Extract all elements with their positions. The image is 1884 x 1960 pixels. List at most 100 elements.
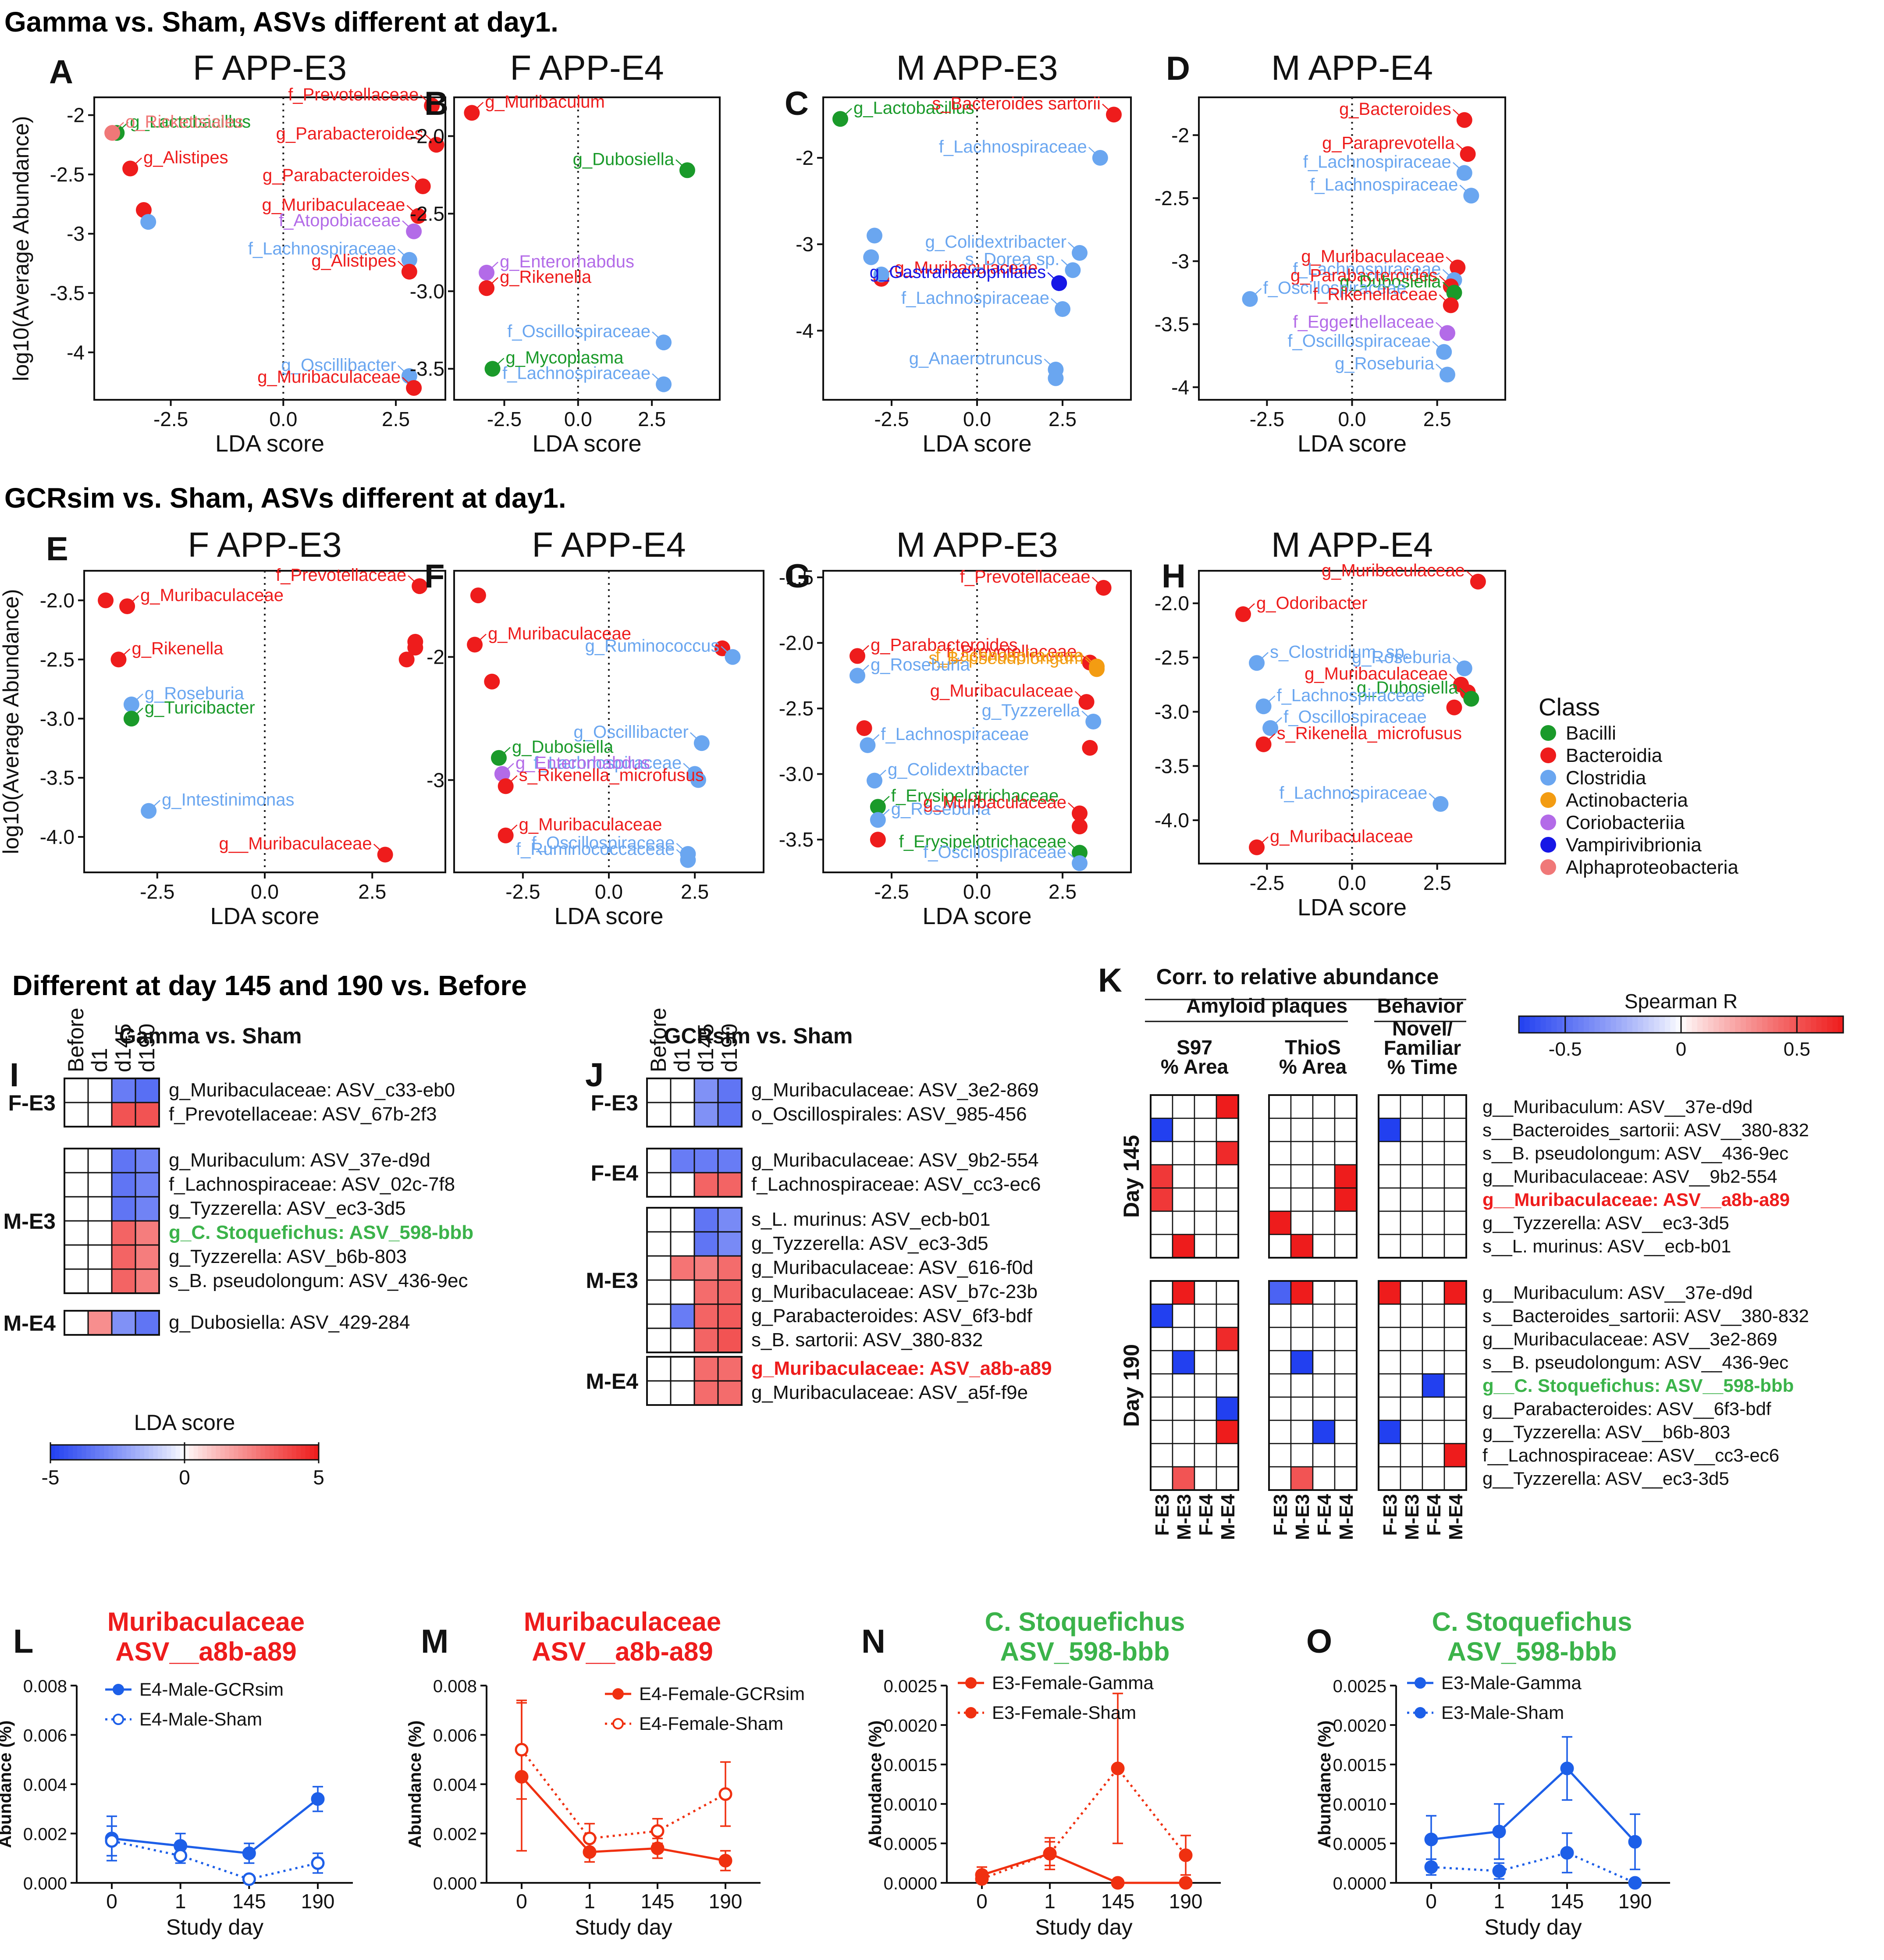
colorbar-segment bbox=[1600, 1016, 1606, 1033]
heatmap-cell bbox=[1268, 1164, 1292, 1189]
data-point bbox=[860, 737, 876, 753]
heatmap-cell bbox=[693, 1255, 719, 1281]
panel-title: F APP-E3 bbox=[193, 48, 347, 87]
section-header: Behavior bbox=[1377, 994, 1464, 1017]
heatmap-cell bbox=[1334, 1396, 1358, 1421]
heatmap-cell bbox=[1150, 1117, 1173, 1142]
point-label: g_Gastranaerophilales bbox=[870, 263, 1046, 282]
data-point bbox=[1439, 325, 1455, 341]
heatmap-cell bbox=[717, 1172, 743, 1198]
heatmap-cell bbox=[64, 1268, 89, 1294]
data-point bbox=[1179, 1876, 1193, 1890]
colorbar-segment bbox=[1665, 1016, 1671, 1033]
point-label: g_Rikenella bbox=[132, 639, 224, 658]
row-label: g__Muribaculaceae: ASV__3e2-869 bbox=[1482, 1329, 1777, 1349]
y-axis-label: log10(Average Abundance) bbox=[9, 116, 33, 381]
data-point bbox=[464, 105, 480, 121]
data-point bbox=[1089, 661, 1105, 677]
colorbar-segment bbox=[1643, 1016, 1649, 1033]
heatmap-cell bbox=[646, 1356, 672, 1382]
data-point bbox=[122, 160, 139, 177]
legend-label: Coriobacteriia bbox=[1566, 812, 1685, 833]
heatmap-cell bbox=[1268, 1466, 1292, 1491]
heatmap-cell bbox=[87, 1172, 113, 1198]
y-tick-label: -3 bbox=[796, 233, 814, 256]
heatmap-cell bbox=[1150, 1094, 1173, 1119]
heatmap-cell bbox=[1268, 1396, 1292, 1421]
column-label: M-E4 bbox=[1217, 1494, 1239, 1540]
x-tick-label: 1 bbox=[584, 1890, 595, 1913]
heatmap-cell bbox=[135, 1078, 160, 1103]
heatmap-cell bbox=[717, 1279, 743, 1305]
y-tick-label: 0.006 bbox=[433, 1726, 477, 1746]
heatmap-cell bbox=[1194, 1303, 1217, 1328]
heatmap-cell bbox=[1216, 1234, 1239, 1259]
y-tick-label: -2.0 bbox=[779, 632, 814, 655]
y-tick-label: -4.0 bbox=[1155, 809, 1189, 832]
colorbar-segment bbox=[1681, 1016, 1687, 1033]
data-point bbox=[975, 1872, 989, 1886]
heatmap-cell bbox=[1400, 1350, 1423, 1375]
data-point bbox=[1456, 165, 1472, 181]
heatmap-cell bbox=[111, 1172, 136, 1198]
row-label: f_Lachnospiraceae: ASV_02c-7f8 bbox=[169, 1174, 455, 1195]
heatmap-cell bbox=[1334, 1280, 1358, 1305]
colorbar-segment bbox=[224, 1445, 230, 1460]
data-point bbox=[484, 361, 501, 377]
data-point bbox=[693, 735, 710, 751]
colorbar-segment bbox=[234, 1445, 238, 1460]
point-label: g_Muribaculaceae bbox=[488, 624, 631, 643]
point-label: g_Enterorhabdus bbox=[515, 753, 650, 772]
heatmap-cell bbox=[1378, 1327, 1401, 1352]
colorbar-segment bbox=[1540, 1016, 1546, 1033]
heatmap-cell bbox=[1443, 1373, 1467, 1398]
heatmap-cell bbox=[1268, 1443, 1292, 1468]
heatmap-cell bbox=[670, 1356, 695, 1382]
x-tick-label: 0.0 bbox=[564, 408, 592, 430]
x-tick-label: 0.0 bbox=[963, 408, 991, 430]
point-label: g_Ruminococcus bbox=[585, 637, 720, 656]
heatmap-cell bbox=[111, 1148, 136, 1174]
data-point bbox=[311, 1792, 325, 1806]
section-title-gcr: GCRsim vs. Sham, ASVs different at day1. bbox=[4, 482, 566, 514]
y-tick-label: 0.0020 bbox=[884, 1716, 937, 1736]
colorbar-segment bbox=[1703, 1016, 1709, 1033]
colorbar-segment bbox=[309, 1445, 315, 1460]
colorbar-segment bbox=[252, 1445, 256, 1460]
data-point bbox=[870, 812, 886, 828]
colorbar-segment bbox=[1568, 1016, 1573, 1033]
heatmap-cell bbox=[1378, 1350, 1401, 1375]
data-point bbox=[1456, 660, 1472, 676]
heatmap-cell bbox=[693, 1327, 719, 1353]
data-point bbox=[1235, 606, 1251, 622]
point-label: f_Lachnospiraceae bbox=[939, 137, 1087, 157]
colorbar-segment bbox=[95, 1445, 100, 1460]
block-header: % Area bbox=[1279, 1055, 1347, 1078]
heatmap-cell bbox=[1334, 1327, 1358, 1352]
group-label: F-E4 bbox=[591, 1161, 639, 1185]
point-label: f_Oscillospiraceae bbox=[1283, 708, 1427, 727]
heatmap-cell bbox=[1150, 1141, 1173, 1166]
data-point bbox=[1085, 714, 1102, 729]
colorbar-segment bbox=[1605, 1016, 1611, 1033]
data-point bbox=[863, 249, 879, 265]
point-label: g__Muribaculaceae bbox=[219, 834, 372, 854]
colorbar-segment bbox=[140, 1445, 145, 1460]
heatmap-cell bbox=[1216, 1443, 1239, 1468]
legend-label: Bacilli bbox=[1566, 722, 1616, 744]
colorbar-segment bbox=[1557, 1016, 1563, 1033]
y-tick-label: 0.0025 bbox=[1333, 1677, 1386, 1696]
column-label: d145 bbox=[693, 1024, 718, 1072]
data-point bbox=[725, 649, 741, 665]
colorbar-segment bbox=[198, 1445, 203, 1460]
colorbar-segment bbox=[1675, 1016, 1681, 1033]
data-point bbox=[1092, 150, 1108, 166]
heatmap-title: GCRsim vs. Sham bbox=[664, 1024, 853, 1048]
heatmap-cell bbox=[1400, 1094, 1423, 1119]
chart-title: Muribaculaceae bbox=[107, 1607, 305, 1636]
heatmap-cell bbox=[1443, 1396, 1467, 1421]
row-label: g_Muribaculaceae: ASV_c33-eb0 bbox=[169, 1079, 455, 1101]
y-tick-label: -4.0 bbox=[40, 825, 75, 848]
heatmap-cell bbox=[717, 1102, 743, 1128]
legend-swatch bbox=[1540, 770, 1556, 786]
